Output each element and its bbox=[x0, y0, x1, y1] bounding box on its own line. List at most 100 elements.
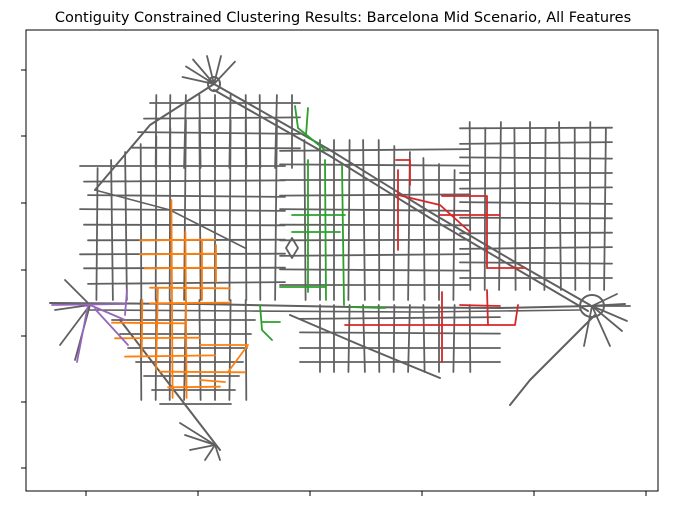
road-lowcenter-v bbox=[407, 304, 411, 373]
avenue-granvia-parallel bbox=[89, 309, 581, 313]
road-east-v bbox=[483, 127, 487, 291]
road-lowcenter-v bbox=[392, 304, 396, 373]
road-north-spoke bbox=[213, 60, 236, 85]
cluster-orange-street bbox=[139, 252, 217, 256]
cluster-purple-street bbox=[94, 308, 129, 346]
road-east-v bbox=[588, 121, 592, 291]
avenue-southwest bbox=[119, 319, 221, 451]
north-node bbox=[207, 76, 221, 92]
road-north-v bbox=[228, 94, 232, 169]
road-north-h bbox=[143, 116, 301, 120]
road-north-spoke bbox=[192, 58, 215, 85]
road-west-spoke bbox=[59, 304, 91, 346]
road-north-v bbox=[274, 94, 278, 169]
cluster-green-street bbox=[341, 164, 345, 306]
road-north-v bbox=[244, 94, 248, 169]
cluster-red-street bbox=[395, 159, 411, 186]
road-east-h bbox=[459, 201, 613, 205]
cluster-orange-street bbox=[124, 354, 216, 358]
road-center-v bbox=[362, 139, 366, 301]
road-roundabout-spoke bbox=[591, 293, 618, 307]
cluster-orange-street bbox=[149, 301, 231, 305]
road-center-h bbox=[279, 223, 471, 227]
road-east-v bbox=[498, 121, 502, 291]
y-ticks bbox=[21, 69, 26, 469]
road-east-h bbox=[459, 231, 613, 235]
road-east-h bbox=[459, 261, 613, 265]
cluster-orange-street bbox=[199, 344, 249, 373]
road-north-spoke bbox=[213, 55, 222, 85]
road-north-h bbox=[137, 131, 301, 135]
road-west-h bbox=[79, 208, 286, 212]
cluster-orange-street bbox=[140, 299, 144, 357]
cluster-purple-street bbox=[124, 289, 128, 316]
road-center-h bbox=[279, 253, 471, 257]
road-east-v bbox=[558, 121, 562, 291]
avenue-northwest bbox=[94, 83, 215, 191]
road-roundabout-spoke bbox=[591, 305, 628, 322]
road-north-spoke bbox=[206, 55, 215, 85]
road-west-v bbox=[110, 159, 114, 301]
chart-title: Contiguity Constrained Clustering Result… bbox=[55, 10, 631, 26]
road-east-v bbox=[573, 127, 577, 291]
road-sw-v bbox=[244, 299, 248, 401]
road-roundabout-spoke bbox=[583, 305, 593, 347]
road-west-h bbox=[87, 194, 286, 198]
road-lowcenter-v bbox=[422, 304, 426, 373]
road-south-spoke bbox=[204, 444, 216, 461]
road-west-h bbox=[83, 179, 286, 183]
cluster-red-street bbox=[459, 304, 501, 307]
road-north-v bbox=[168, 94, 172, 169]
cluster-red-street bbox=[344, 304, 519, 326]
cluster-orange-street bbox=[139, 238, 216, 242]
road-center-v bbox=[392, 145, 396, 301]
road-center-v bbox=[303, 139, 307, 301]
road-sw-v bbox=[228, 299, 232, 401]
cluster-orange-street bbox=[159, 370, 246, 374]
road-center-v bbox=[377, 139, 381, 301]
road-west-v bbox=[139, 143, 143, 301]
road-lowcenter-v bbox=[377, 304, 381, 373]
road-east-v bbox=[468, 121, 472, 291]
cluster-orange-street bbox=[199, 379, 226, 383]
x-ticks bbox=[85, 491, 647, 496]
cluster-orange-street bbox=[111, 321, 186, 325]
cluster-orange-street bbox=[167, 385, 221, 389]
road-west-v bbox=[124, 151, 128, 301]
cluster-orange-street bbox=[114, 336, 201, 340]
road-lowcenter-v bbox=[362, 304, 366, 373]
cluster-purple-street bbox=[76, 304, 89, 363]
road-east-h bbox=[459, 156, 613, 160]
axes-frame bbox=[25, 29, 659, 492]
road-west-spoke bbox=[54, 304, 91, 311]
avenue-east-diagonal bbox=[509, 314, 596, 406]
road-center-v bbox=[452, 169, 456, 301]
cluster-orange-street bbox=[144, 266, 217, 270]
road-east-h bbox=[459, 186, 613, 190]
road-center-h bbox=[279, 208, 471, 212]
road-roundabout-spoke bbox=[591, 305, 611, 347]
cluster-green-street bbox=[349, 306, 386, 309]
road-east-h bbox=[459, 246, 613, 250]
road-center-h bbox=[279, 193, 471, 197]
road-south-spoke bbox=[189, 444, 216, 451]
road-lowcenter-v bbox=[468, 304, 472, 373]
road-lowcenter-v bbox=[452, 304, 456, 373]
cluster-red-street bbox=[441, 195, 488, 269]
cluster-orange-street bbox=[184, 231, 188, 399]
road-east-h bbox=[459, 141, 613, 145]
street-network bbox=[49, 55, 631, 461]
road-lowcenter-v bbox=[347, 304, 351, 373]
road-east-v bbox=[513, 127, 517, 291]
road-west-h bbox=[83, 223, 286, 227]
cluster-purple-street bbox=[89, 304, 126, 321]
road-south-spoke bbox=[214, 444, 221, 461]
road-center-h bbox=[279, 148, 471, 152]
road-sw-v bbox=[198, 299, 202, 401]
avenue-diagonal-parallel bbox=[213, 89, 589, 312]
cluster-green-street bbox=[259, 304, 273, 341]
road-diamond bbox=[285, 237, 299, 259]
road-east-v bbox=[603, 127, 607, 291]
road-north-h bbox=[131, 146, 301, 150]
